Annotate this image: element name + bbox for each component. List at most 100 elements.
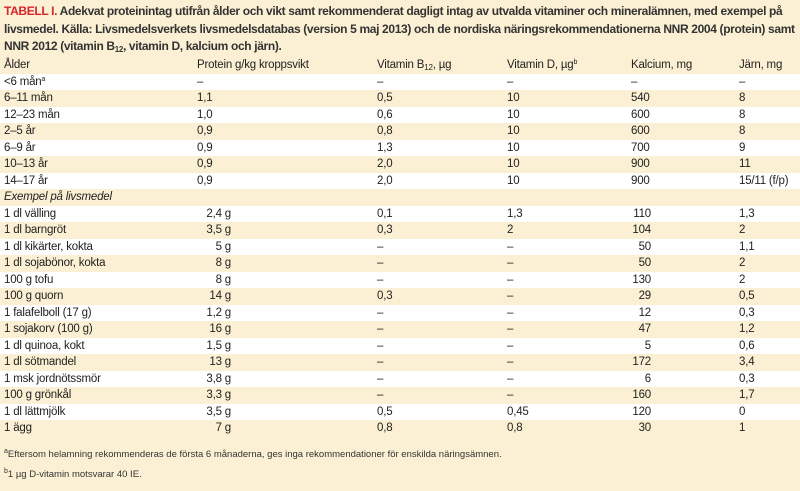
b12-cell: 0,3 [377,224,393,237]
age-row: 6–9 år 0,9 1,3 10 700 9 [0,139,800,156]
calcium-cell: 47 [638,323,652,336]
vitd-cell: – [507,75,514,88]
b12-cell: 0,8 [377,422,393,435]
vitd-cell: 2 [507,224,514,237]
protein-cell: 0,9 [197,158,213,171]
b12-cell: – [377,356,384,369]
b12-cell: 0,5 [377,92,393,105]
header-row: Ålder Protein g/kg kroppsvikt Vitamin B1… [0,57,800,74]
age-cell: 10–13 år [4,158,48,171]
food-row: 100 g quorn 14 g 0,3 – 29 0,5 [0,288,800,305]
food-cell: 1 dl quinoa, kokt [4,339,85,352]
calcium-cell: 29 [638,290,652,303]
protein-cell: 13 g [209,356,231,369]
calcium-cell: – [631,75,638,88]
header-calcium: Kalcium, mg [631,59,693,72]
age-cell: 14–17 år [4,174,48,187]
vitd-cell: 0,45 [507,405,529,418]
calcium-cell: 5 [644,339,651,352]
b12-cell: – [377,240,384,253]
b12-cell: – [377,339,384,352]
age-row: 6–11 mån 1,1 0,5 10 540 8 [0,90,800,107]
protein-cell: 1,0 [197,108,213,121]
age-row: 14–17 år 0,9 2,0 10 900 15/11 (f/p) [0,172,800,189]
calcium-cell: 6 [644,372,651,385]
b12-cell: – [377,257,384,270]
vitd-cell: – [507,257,514,270]
protein-cell: 14 g [209,290,231,303]
b12-cell: – [377,273,384,286]
vitd-cell: – [507,290,514,303]
age-row: 10–13 år 0,9 2,0 10 900 11 [0,156,800,173]
footnote-a: aEftersom helamning rekommenderas de för… [4,448,502,460]
food-cell: 1 dl kikärter, kokta [4,240,93,253]
calcium-cell: 700 [631,141,650,154]
calcium-cell: 600 [631,125,650,138]
vitd-cell: 10 [507,125,520,138]
vitd-cell: 0,8 [507,422,523,435]
calcium-cell: 160 [632,389,651,402]
nutrition-table: Ålder Protein g/kg kroppsvikt Vitamin B1… [0,57,800,437]
food-row: 1 ägg 7 g 0,8 0,8 30 1 [0,420,800,437]
food-cell: 1 dl välling [4,207,56,220]
calcium-cell: 900 [631,174,650,187]
food-row: 1 dl kikärter, kokta 5 g – – 50 1,1 [0,238,800,255]
food-cell: 1 dl sötmandel [4,356,76,369]
age-cell: 12–23 mån [4,108,60,121]
food-cell: 100 g grönkål [4,389,72,402]
food-row: 1 dl välling 2,4 g 0,1 1,3 110 1,3 [0,205,800,222]
vitd-cell: – [507,372,514,385]
food-row: 1 dl sojabönor, kokta 8 g – – 50 2 [0,255,800,272]
iron-cell: 0 [739,405,746,418]
food-cell: 1 dl lättmjölk [4,405,66,418]
iron-cell: 1,1 [739,240,755,253]
age-cell: 2–5 år [4,125,36,138]
age-cell: 6–11 mån [4,92,53,105]
header-age: Ålder [4,59,30,72]
protein-cell: 3,5 g [206,224,231,237]
iron-cell: 0,3 [739,372,755,385]
iron-cell: 0,3 [739,306,755,319]
b12-cell: – [377,75,384,88]
b12-cell: 0,8 [377,125,393,138]
vitd-cell: – [507,323,514,336]
calcium-cell: 110 [633,207,651,220]
iron-cell: 1,3 [739,207,755,220]
footnote-b: b1 µg D-vitamin motsvarar 40 IE. [4,468,142,480]
calcium-cell: 172 [632,356,651,369]
protein-cell: 0,9 [197,125,213,138]
food-row: 1 dl lättmjölk 3,5 g 0,5 0,45 120 0 [0,403,800,420]
protein-cell: 3,5 g [206,405,231,418]
vitd-cell: – [507,339,514,352]
age-cell: 6–9 år [4,141,36,154]
protein-cell: 7 g [215,422,232,435]
protein-cell: 0,9 [197,174,213,187]
vitd-cell: – [507,356,514,369]
iron-cell: 9 [739,141,746,154]
age-cell: <6 måna [4,75,46,88]
protein-cell: 1,1 [197,92,213,105]
b12-cell: 0,1 [377,207,393,220]
vitd-cell: – [507,306,514,319]
b12-cell: 2,0 [377,174,393,187]
food-cell: 100 g quorn [4,290,64,303]
b12-cell: – [377,372,384,385]
vitd-cell: – [507,389,514,402]
vitd-cell: – [507,240,514,253]
protein-cell: 8 g [215,273,232,286]
food-row: 1 dl quinoa, kokt 1,5 g – – 5 0,6 [0,337,800,354]
iron-cell: 8 [739,92,746,105]
protein-cell: 5 g [215,240,232,253]
calcium-cell: 104 [632,224,651,237]
food-cell: 1 msk jordnötssmör [4,372,101,385]
caption-subscript: 12 [114,45,124,54]
iron-cell: 15/11 (f/p) [739,174,789,187]
food-cell: 1 dl sojabönor, kokta [4,257,106,270]
protein-cell: 1,5 g [206,339,231,352]
table-caption: TABELL I. Adekvat proteinintag utifrån å… [4,3,798,59]
iron-cell: – [739,75,746,88]
protein-cell: 2,4 g [206,207,231,220]
header-b12: Vitamin B12, µg [377,58,452,72]
calcium-cell: 540 [631,92,650,105]
b12-cell: 0,6 [377,108,393,121]
